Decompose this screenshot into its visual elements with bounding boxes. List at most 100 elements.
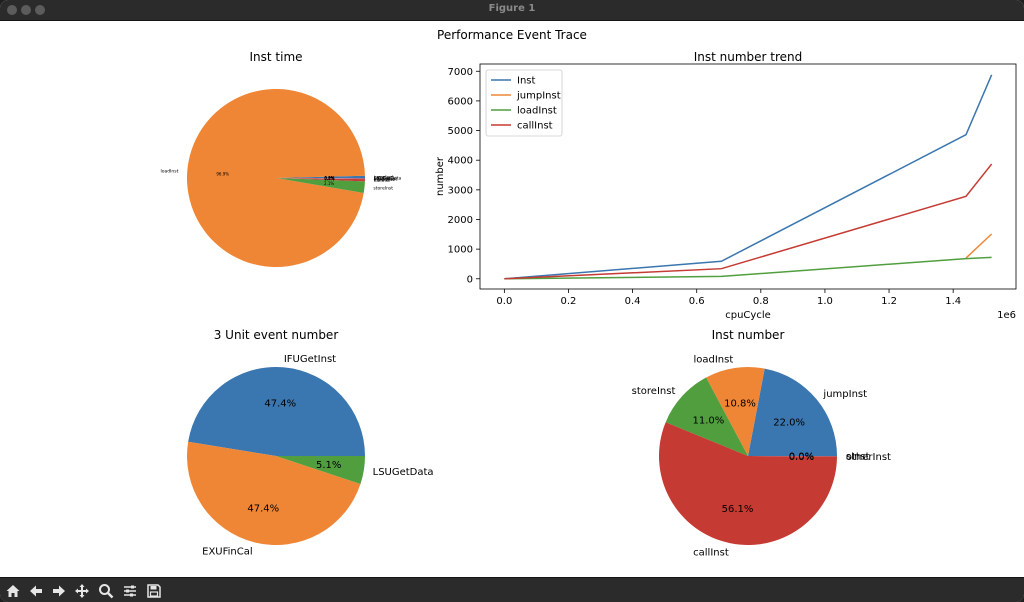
inst-number-trend-xtick-label-3: 0.6 — [689, 296, 705, 307]
inst-number-label-4: otherInst — [846, 452, 891, 463]
unit-event-number-pie: 3 Unit event number IFUGetInst 47.4% EXUFin… — [186, 328, 434, 558]
inst-time-slice-0 — [276, 175, 365, 178]
inst-time-pct-1: 96.9% — [216, 172, 229, 177]
minimize-window-button[interactable] — [21, 5, 31, 15]
inst-number-trend-xtick-label-2: 0.4 — [625, 296, 641, 307]
inst-time-pct-6: 0.1% — [324, 176, 334, 181]
inst-number-trend-series-Inst — [504, 74, 993, 280]
unit-event-number-slice-0 — [188, 366, 366, 456]
inst-number-slice-3 — [659, 422, 837, 546]
inst-time-slice-2 — [276, 178, 365, 194]
inst-number-label-2: storeInst — [632, 386, 676, 397]
inst-time-slice-3 — [276, 178, 365, 182]
inst-number-trend-ytick-label-4: 4000 — [448, 156, 473, 167]
pan-button[interactable] — [72, 581, 92, 601]
inst-time-label-1: loadInst — [160, 169, 178, 175]
figure-svg: Performance Event Trace Inst time jumpIns… — [160, 28, 1017, 558]
unit-event-number-label-0: IFUGetInst — [284, 354, 336, 365]
inst-number-trend-x-offset: 1e6 — [997, 310, 1016, 321]
inst-number-trend-ytick-label-2: 2000 — [448, 215, 473, 226]
back-button[interactable] — [26, 581, 46, 601]
save-icon — [147, 584, 161, 598]
inst-time-label-7: LSUGetData — [374, 176, 402, 182]
inst-time-pct-3: 0.4% — [324, 177, 334, 182]
zoom-button[interactable] — [96, 581, 116, 601]
inst-time-label-6: EXUFinCal — [374, 176, 397, 182]
inst-number-pct-3: 56.1% — [722, 504, 754, 515]
forward-button[interactable] — [49, 581, 69, 601]
close-window-button[interactable] — [7, 5, 17, 15]
inst-time-pct-5: 0.1% — [324, 176, 334, 181]
figure-suptitle: Performance Event Trace — [437, 28, 587, 42]
unit-event-number-title: 3 Unit event number — [214, 328, 339, 342]
inst-time-pct-7: 0.0% — [324, 175, 334, 180]
inst-time-label-5: IFUGetInst — [374, 177, 398, 183]
inst-number-title: Inst number — [712, 328, 785, 342]
inst-number-trend-xtick-label-0: 0.0 — [496, 296, 512, 307]
inst-number-trend-ytick-label-5: 5000 — [448, 126, 473, 137]
home-icon — [6, 585, 20, 597]
inst-time-slice-6 — [276, 178, 366, 179]
inst-time-pct-0: 0.4% — [324, 175, 334, 180]
title-bar: Figure 1 — [0, 0, 1024, 21]
inst-number-trend-xtick-label-4: 0.8 — [753, 296, 769, 307]
inst-number-pct-4: 0.0% — [789, 452, 814, 463]
inst-time-label-2: storeInst — [373, 186, 393, 192]
inst-number-trend-legend-label-3: callInst — [517, 121, 553, 132]
inst-number-trend-xtick-label-1: 0.2 — [561, 296, 577, 307]
unit-event-number-label-2: LSUGetData — [373, 467, 434, 478]
inst-number-trend-xtick-label-6: 1.2 — [881, 296, 897, 307]
inst-time-slice-1 — [186, 89, 365, 268]
maximize-window-button[interactable] — [35, 5, 45, 15]
inst-number-trend-axes-frame — [479, 63, 1017, 290]
inst-number-slice-0 — [748, 368, 837, 456]
inst-number-pct-5: 0.0% — [789, 452, 814, 463]
inst-number-label-3: callInst — [693, 547, 729, 558]
inst-number-trend-ytick-label-0: 0 — [467, 274, 473, 285]
inst-number-slice-2 — [665, 377, 748, 456]
inst-time-slice-5 — [276, 178, 365, 180]
inst-number-trend-series-jumpInst — [965, 233, 993, 259]
unit-event-number-pct-1: 47.4% — [247, 503, 279, 514]
inst-number-slice-1 — [706, 367, 765, 456]
inst-number-trend-ytick-label-7: 7000 — [448, 67, 473, 78]
inst-number-label-1: loadInst — [693, 355, 733, 366]
save-button[interactable] — [144, 581, 164, 601]
unit-event-number-slice-1 — [186, 441, 361, 546]
inst-number-pct-2: 11.0% — [692, 416, 724, 427]
inst-number-trend-ytick-label-6: 6000 — [448, 96, 473, 107]
inst-number-slice-4 — [748, 456, 838, 457]
inst-number-trend-xtick-label-5: 1.0 — [817, 296, 833, 307]
inst-time-pie: Inst time jumpInst 0.4% loadInst 96.9% storeI… — [160, 50, 402, 268]
inst-number-trend-ytick-label-1: 1000 — [448, 245, 473, 256]
inst-number-trend-legend-label-0: Inst — [517, 76, 535, 87]
inst-number-pct-0: 22.0% — [773, 417, 805, 428]
inst-number-pie: Inst number jumpInst 22.0% loadInst 10.8% sto… — [632, 328, 891, 558]
inst-number-trend-title: Inst number trend — [694, 50, 803, 64]
inst-number-trend-series-callInst — [504, 163, 993, 280]
inst-number-trend-xlabel: cpuCycle — [725, 310, 771, 321]
figure-canvas: Performance Event Trace Inst time jumpIns… — [0, 21, 1024, 577]
configure-subplots-icon — [124, 585, 136, 597]
unit-event-number-pct-0: 47.4% — [264, 398, 296, 409]
inst-time-label-4: otherInst — [374, 177, 395, 183]
navigation-toolbar — [0, 577, 1024, 602]
inst-time-title: Inst time — [249, 50, 302, 64]
inst-time-pct-2: 2.1% — [324, 181, 334, 186]
inst-number-trend-ylabel: number — [435, 156, 446, 196]
inst-number-trend-legend-label-1: jumpInst — [516, 91, 561, 102]
back-icon — [30, 585, 42, 597]
inst-number-label-5: sInst — [846, 452, 870, 463]
forward-icon — [53, 585, 65, 597]
home-button[interactable] — [3, 581, 23, 601]
plots-layer: Inst time jumpInst 0.4% loadInst 96.9% storeI… — [160, 50, 1017, 558]
unit-event-number-label-1: EXUFinCal — [202, 547, 253, 558]
inst-number-trend-series-loadInst — [504, 256, 992, 280]
configure-subplots-button[interactable] — [120, 581, 140, 601]
window-title: Figure 1 — [488, 3, 536, 14]
inst-number-trend-ytick-label-3: 3000 — [448, 185, 473, 196]
pan-icon — [75, 584, 89, 598]
inst-number-label-0: jumpInst — [822, 389, 867, 400]
inst-number-pct-1: 10.8% — [724, 399, 756, 410]
